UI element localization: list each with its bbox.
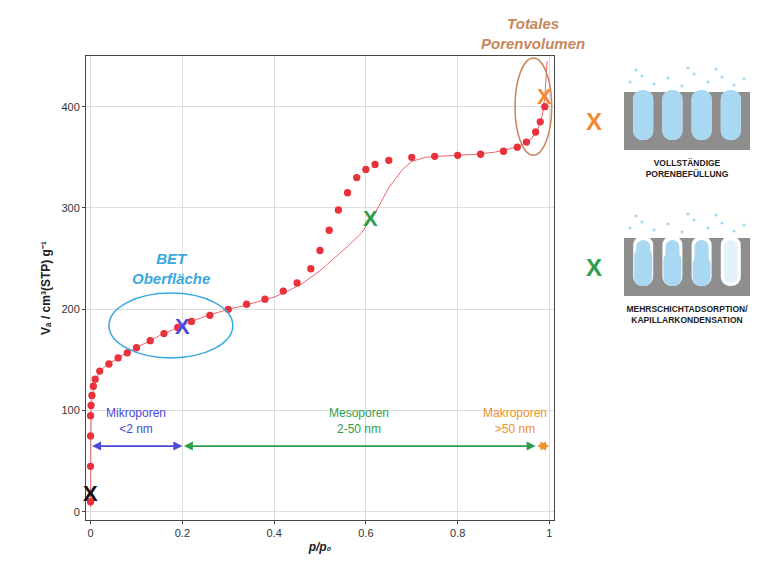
svg-text:0: 0 <box>88 527 94 539</box>
svg-text:MEHRSCHICHTADSORPTION/: MEHRSCHICHTADSORPTION/ <box>626 304 748 314</box>
svg-text:Mesoporen2-50 nm: Mesoporen2-50 nm <box>329 406 389 436</box>
svg-text:VOLLSTÄNDIGE: VOLLSTÄNDIGE <box>654 158 721 168</box>
svg-text:BETOberfläche: BETOberfläche <box>132 250 210 287</box>
svg-text:200: 200 <box>61 303 79 315</box>
svg-text:X: X <box>363 206 378 231</box>
svg-text:Vₐ / cm³(STP) g⁻¹: Vₐ / cm³(STP) g⁻¹ <box>39 241 53 335</box>
svg-text:400: 400 <box>61 101 79 113</box>
svg-text:X: X <box>537 84 552 109</box>
svg-text:1: 1 <box>546 527 552 539</box>
svg-text:100: 100 <box>61 404 79 416</box>
svg-text:0.2: 0.2 <box>175 527 190 539</box>
svg-text:X: X <box>586 108 602 135</box>
svg-text:X: X <box>175 314 190 339</box>
svg-text:TotalesPorenvolumen: TotalesPorenvolumen <box>481 15 585 52</box>
svg-text:0.4: 0.4 <box>266 527 281 539</box>
svg-text:0.6: 0.6 <box>358 527 373 539</box>
svg-text:300: 300 <box>61 202 79 214</box>
svg-text:Makroporen>50 nm: Makroporen>50 nm <box>483 406 547 436</box>
svg-text:PORENBEFÜLLUNG: PORENBEFÜLLUNG <box>646 169 729 179</box>
svg-text:p/p₀: p/p₀ <box>308 540 332 554</box>
svg-text:KAPILLARKONDENSATION: KAPILLARKONDENSATION <box>631 315 742 325</box>
svg-text:Mikroporen<2 nm: Mikroporen<2 nm <box>106 406 166 436</box>
svg-text:X: X <box>83 481 98 506</box>
svg-text:0: 0 <box>74 506 80 518</box>
svg-text:0.8: 0.8 <box>450 527 465 539</box>
svg-text:X: X <box>586 254 602 281</box>
